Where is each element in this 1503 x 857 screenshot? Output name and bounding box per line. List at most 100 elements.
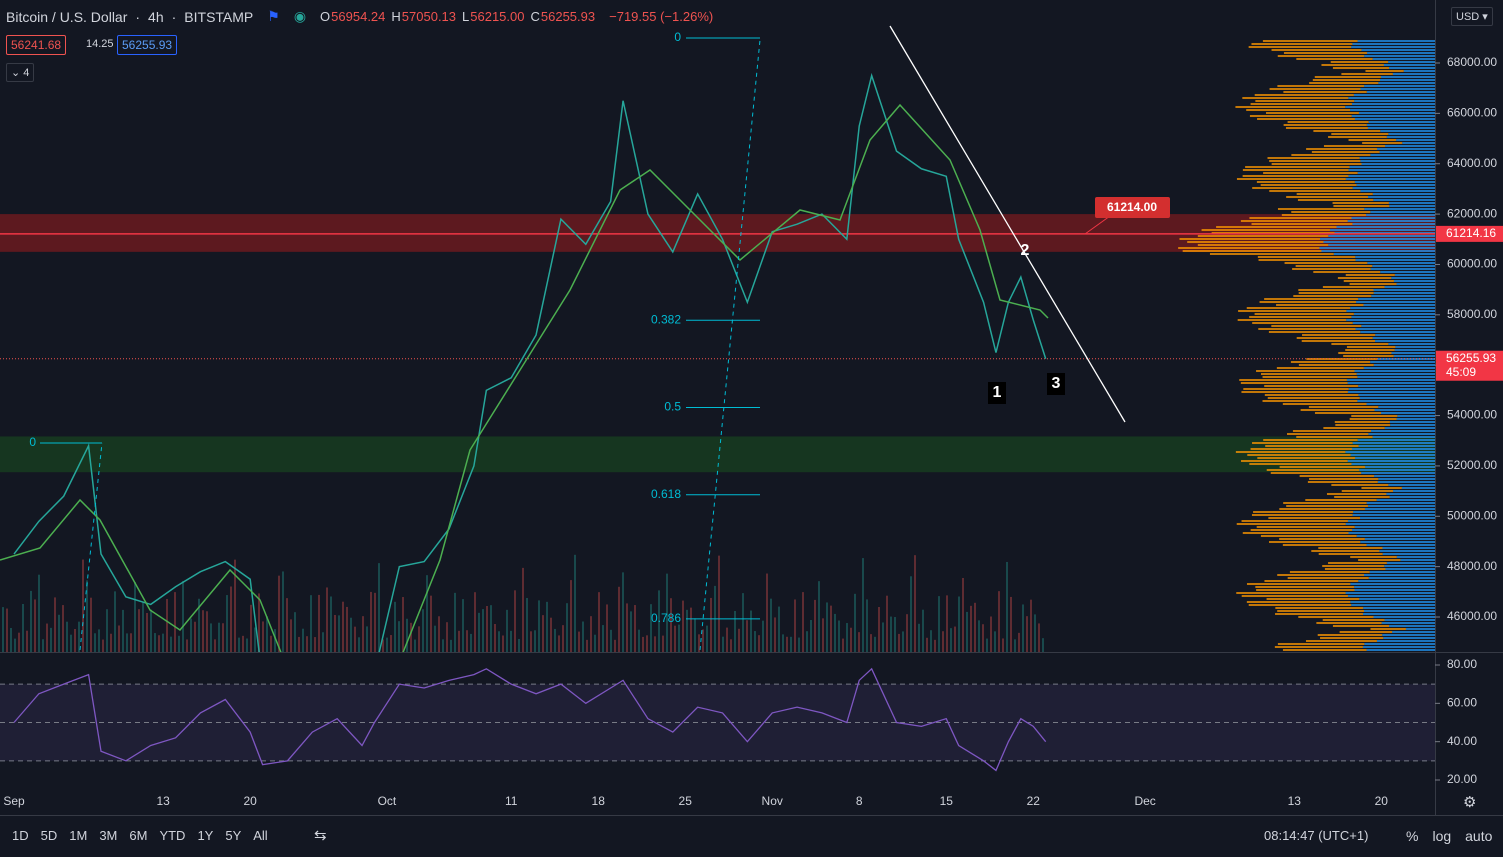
scale-option[interactable]: auto <box>1465 828 1493 844</box>
flag-icon[interactable]: ⚑ <box>267 8 280 24</box>
timeframe-button[interactable]: 1M <box>69 828 88 843</box>
scale-option[interactable]: % <box>1406 828 1419 844</box>
volume-profile-bar <box>1396 283 1435 285</box>
volume-profile-bar <box>1317 634 1383 636</box>
date-range-icon[interactable]: ⇆ <box>314 827 327 844</box>
timeframe-button[interactable]: 6M <box>129 828 148 843</box>
volume-profile-bar <box>1388 61 1435 63</box>
volume-bar <box>638 629 640 652</box>
volume-profile-bar <box>1235 451 1346 453</box>
volume-bar <box>594 634 596 652</box>
volume-profile-bar <box>1363 367 1435 369</box>
bid-box[interactable]: 56241.68 <box>6 35 67 55</box>
ask-box[interactable]: 56255.93 <box>117 35 178 55</box>
volume-profile-bar <box>1187 241 1324 243</box>
volume-profile-bar <box>1320 637 1384 639</box>
volume-bar <box>774 617 776 652</box>
timeframe-button[interactable]: 5Y <box>225 828 242 843</box>
volume-bar <box>530 631 532 652</box>
volume-bar <box>230 586 232 652</box>
volume-bar <box>410 622 412 652</box>
volume-profile-bar <box>1249 115 1352 117</box>
volume-bar <box>930 630 932 652</box>
volume-profile-bar <box>1300 409 1375 411</box>
timeframe-button[interactable]: YTD <box>159 828 186 843</box>
volume-profile-bar <box>1374 475 1435 477</box>
volume-profile-bar <box>1360 160 1435 162</box>
volume-bar <box>126 633 128 652</box>
ohlc-value: 56255.93 <box>540 9 596 24</box>
volume-bar <box>854 593 856 652</box>
volume-profile-bar <box>1323 427 1385 429</box>
volume-profile-bar <box>1296 337 1373 339</box>
volume-bar <box>178 635 180 652</box>
volume-bar <box>766 573 768 652</box>
settings-icon[interactable]: ⚙ <box>1463 794 1477 811</box>
volume-profile-bar <box>1236 592 1346 594</box>
volume-profile-bar <box>1359 598 1435 600</box>
volume-profile-bar <box>1256 526 1355 528</box>
fib-label: 0.382 <box>651 312 681 326</box>
volume-bar <box>234 559 236 652</box>
date-tick-label: 22 <box>1027 794 1041 808</box>
volume-profile-bar <box>1395 346 1435 348</box>
price-tick-label: 54000.00 <box>1447 408 1497 422</box>
volume-bar <box>1018 632 1020 652</box>
volume-profile-bar <box>1321 250 1435 252</box>
volume-bar <box>214 639 216 652</box>
currency[interactable]: USD ▾ <box>1451 7 1493 26</box>
scale-option[interactable]: log <box>1432 828 1452 844</box>
volume-bar <box>670 598 672 652</box>
volume-profile-bar <box>1349 418 1397 420</box>
timeframe-button[interactable]: All <box>253 828 268 843</box>
volume-profile-bar <box>1351 415 1398 417</box>
volume-bar <box>106 609 108 652</box>
volume-profile-bar <box>1323 145 1386 147</box>
interval[interactable]: 4h <box>148 8 164 25</box>
volume-profile-bar <box>1268 517 1361 519</box>
volume-bar <box>86 580 88 652</box>
volume-profile-bar <box>1397 415 1435 417</box>
volume-profile-bar <box>1276 367 1364 369</box>
volume-profile-bar <box>1388 133 1435 135</box>
volume-bar <box>34 599 36 652</box>
volume-profile-bar <box>1370 154 1435 156</box>
timeframe-button[interactable]: 5D <box>40 828 58 843</box>
volume-bar <box>110 633 112 652</box>
timeframe-button[interactable]: 3M <box>99 828 118 843</box>
volume-profile-bar <box>1352 514 1435 516</box>
date-tick-label: 8 <box>856 794 863 808</box>
volume-profile-bar <box>1258 259 1356 261</box>
volume-profile-bar <box>1366 214 1435 216</box>
date-tick-label: Dec <box>1134 794 1155 808</box>
callout-box <box>1095 197 1170 218</box>
volume-profile-bar <box>1353 511 1435 513</box>
volume-profile-bar <box>1332 625 1390 627</box>
volume-bar <box>858 632 860 652</box>
volume-profile-bar <box>1257 256 1356 258</box>
volume-profile-bar <box>1182 250 1322 252</box>
volume-profile-bar <box>1322 565 1385 567</box>
volume-bar <box>1010 596 1012 652</box>
indicator-toggle[interactable]: ⌄ 4 <box>6 63 35 82</box>
volume-bar <box>538 600 540 652</box>
volume-profile-bar <box>1389 67 1435 69</box>
timeframe-button[interactable]: 1D <box>12 828 29 843</box>
symbol[interactable]: Bitcoin / U.S. Dollar <box>6 8 128 25</box>
volume-profile-bar <box>1284 262 1368 264</box>
volume-profile-bar <box>1367 52 1435 54</box>
volume-bar <box>94 633 96 652</box>
timeframe-button[interactable]: 1Y <box>197 828 214 843</box>
volume-profile-bar <box>1249 316 1352 318</box>
volume-bar <box>778 606 780 652</box>
volume-profile-bar <box>1305 640 1377 642</box>
volume-bar <box>54 597 56 652</box>
volume-profile-bar <box>1248 604 1352 606</box>
volume-profile-bar <box>1392 73 1435 75</box>
exchange: BITSTAMP <box>184 8 254 25</box>
volume-profile-bar <box>1351 448 1435 450</box>
volume-bar <box>534 630 536 652</box>
date-tick-label: 18 <box>592 794 606 808</box>
volume-profile-bar <box>1254 313 1354 315</box>
volume-profile-bar <box>1236 178 1346 180</box>
